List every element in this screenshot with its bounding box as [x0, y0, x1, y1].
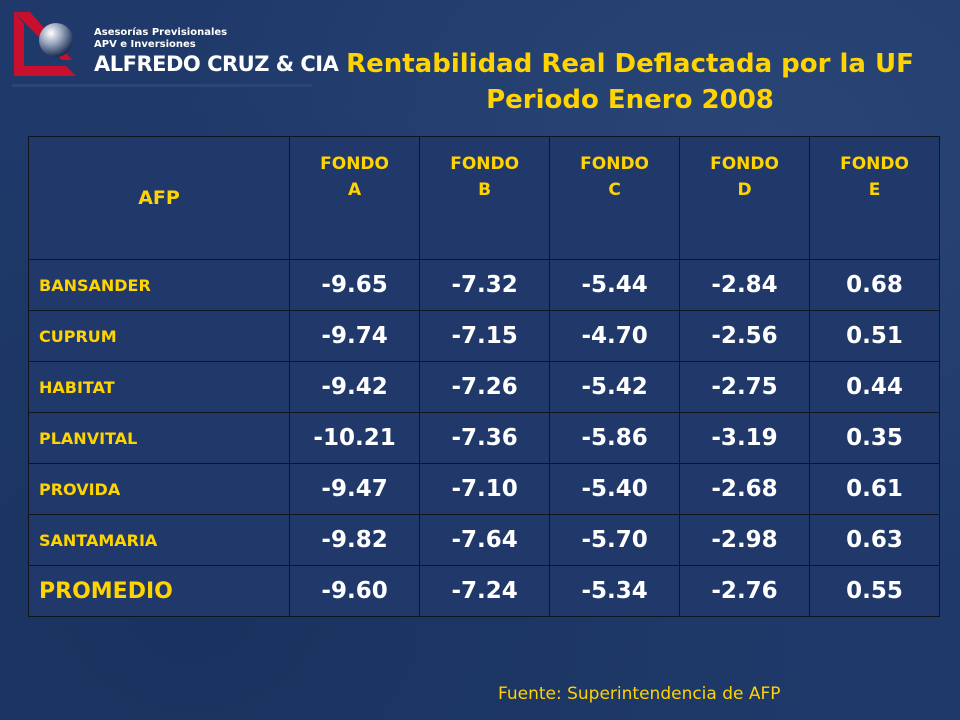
table-row: HABITAT -9.42 -7.26 -5.42 -2.75 0.44: [28, 361, 940, 413]
table-row: PLANVITAL -10.21 -7.36 -5.86 -3.19 0.35: [28, 412, 940, 464]
value-cell: -2.68: [679, 463, 811, 515]
value-cell: -7.24: [419, 565, 551, 617]
logo-company-name: ALFREDO CRUZ & CIA: [94, 52, 339, 76]
value-cell: -9.60: [288, 565, 421, 617]
fondo-e-header: FONDO E: [809, 136, 940, 260]
value-cell: -5.40: [549, 463, 681, 515]
table-header-row: AFP FONDO A FONDO B FONDO C FONDO D FOND…: [28, 136, 940, 260]
logo-mark-icon: [14, 12, 76, 76]
table-row: PROVIDA -9.47 -7.10 -5.40 -2.68 0.61: [28, 463, 940, 515]
afp-name-cell: PROVIDA: [28, 463, 290, 515]
value-cell: -7.64: [419, 514, 551, 566]
value-cell: 0.35: [809, 412, 940, 464]
fondo-a-header: FONDO A: [288, 136, 421, 260]
table-row: CUPRUM -9.74 -7.15 -4.70 -2.56 0.51: [28, 310, 940, 362]
table-row: SANTAMARIA -9.82 -7.64 -5.70 -2.98 0.63: [28, 514, 940, 566]
value-cell: -3.19: [679, 412, 811, 464]
page-title: Rentabilidad Real Deflactada por la UF P…: [300, 46, 960, 118]
fondo-b-header-line1: FONDO: [450, 154, 520, 174]
returns-table: AFP FONDO A FONDO B FONDO C FONDO D FOND…: [28, 136, 940, 617]
value-cell: -9.82: [288, 514, 421, 566]
table-row-average: PROMEDIO -9.60 -7.24 -5.34 -2.76 0.55: [28, 565, 940, 617]
afp-name-cell: SANTAMARIA: [28, 514, 290, 566]
afp-name-cell: PLANVITAL: [28, 412, 290, 464]
value-cell: 0.63: [809, 514, 940, 566]
value-cell: 0.44: [809, 361, 940, 413]
value-cell: -9.47: [288, 463, 421, 515]
header-divider: [12, 84, 312, 87]
company-logo: Asesorías Previsionales APV e Inversione…: [12, 10, 339, 87]
afp-column-header: AFP: [28, 136, 290, 260]
afp-name-cell: CUPRUM: [28, 310, 290, 362]
logo-text-line1: Asesorías Previsionales: [94, 27, 228, 38]
value-cell: -5.44: [549, 259, 681, 311]
title-line2: Periodo Enero 2008: [486, 85, 774, 115]
fondo-b-header: FONDO B: [419, 136, 551, 260]
logo-text-line2: APV e Inversiones: [94, 39, 196, 50]
value-cell: -5.34: [549, 565, 681, 617]
value-cell: 0.61: [809, 463, 940, 515]
fondo-a-header-line2: A: [347, 180, 362, 200]
afp-name-cell-average: PROMEDIO: [28, 565, 290, 617]
value-cell: -5.42: [549, 361, 681, 413]
fondo-a-header-line1: FONDO: [320, 154, 389, 174]
value-cell: -2.98: [679, 514, 811, 566]
value-cell: -2.76: [679, 565, 811, 617]
fondo-c-header-line1: FONDO: [580, 154, 650, 174]
fondo-b-header-line2: B: [478, 180, 492, 200]
title-line1: Rentabilidad Real Deflactada por la UF: [346, 49, 914, 79]
afp-name-cell: HABITAT: [28, 361, 290, 413]
afp-name-cell: BANSANDER: [28, 259, 290, 311]
value-cell: -7.10: [419, 463, 551, 515]
fondo-d-header-line2: D: [737, 180, 752, 200]
value-cell: -2.75: [679, 361, 811, 413]
fondo-e-header-line1: FONDO: [840, 154, 909, 174]
value-cell: -9.42: [288, 361, 421, 413]
value-cell: -10.21: [288, 412, 421, 464]
value-cell: -4.70: [549, 310, 681, 362]
fondo-e-header-line2: E: [868, 180, 881, 200]
value-cell: -7.26: [419, 361, 551, 413]
source-note: Fuente: Superintendencia de AFP: [498, 684, 781, 704]
fondo-c-header: FONDO C: [549, 136, 681, 260]
value-cell: 0.55: [809, 565, 940, 617]
fondo-c-header-line2: C: [608, 180, 621, 200]
value-cell: -9.74: [288, 310, 421, 362]
value-cell: 0.51: [809, 310, 940, 362]
value-cell: -7.15: [419, 310, 551, 362]
value-cell: -5.70: [549, 514, 681, 566]
value-cell: -2.56: [679, 310, 811, 362]
value-cell: 0.68: [809, 259, 940, 311]
value-cell: -7.36: [419, 412, 551, 464]
fondo-d-header: FONDO D: [679, 136, 811, 260]
value-cell: -2.84: [679, 259, 811, 311]
value-cell: -9.65: [288, 259, 421, 311]
value-cell: -7.32: [419, 259, 551, 311]
value-cell: -5.86: [549, 412, 681, 464]
table-row: BANSANDER -9.65 -7.32 -5.44 -2.84 0.68: [28, 259, 940, 311]
fondo-d-header-line1: FONDO: [710, 154, 779, 174]
